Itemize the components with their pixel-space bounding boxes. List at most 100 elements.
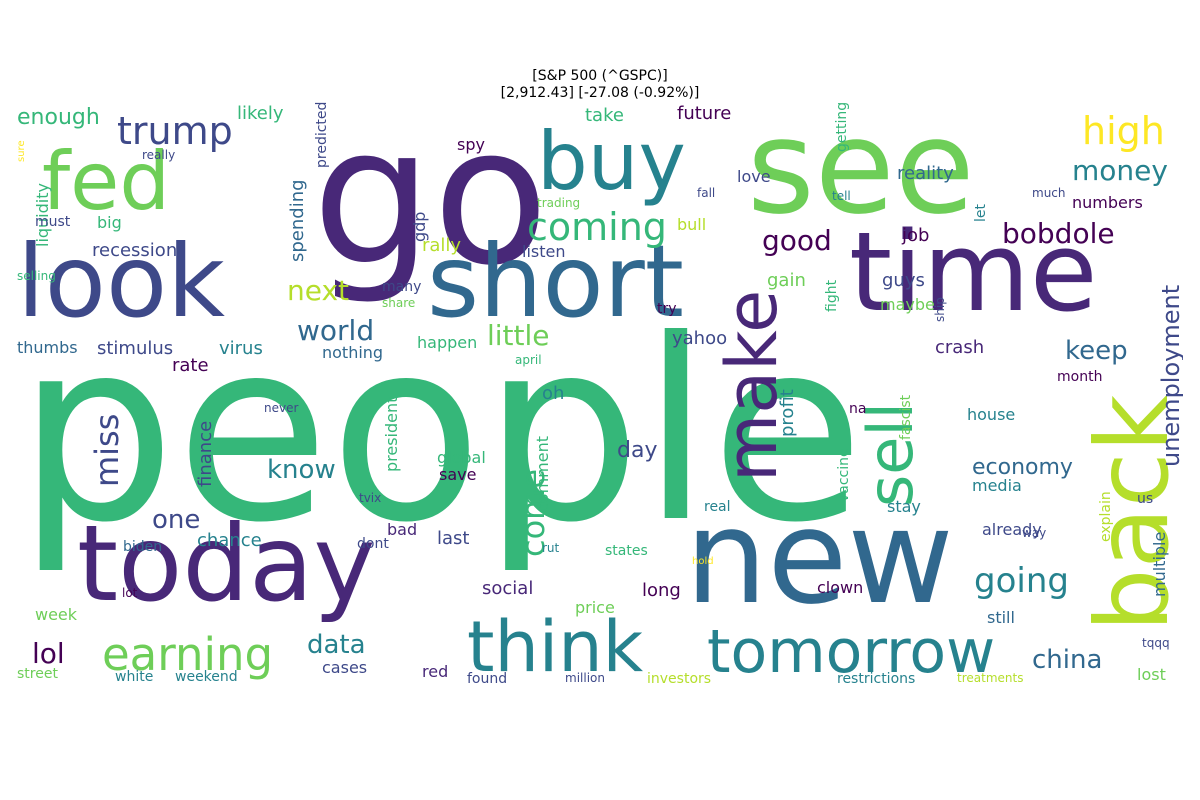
cloud-word: tomorrow: [707, 617, 996, 687]
cloud-word: earning: [102, 628, 274, 681]
cloud-word: listen: [522, 242, 566, 261]
cloud-word: stay: [887, 497, 921, 516]
cloud-word: social: [482, 578, 534, 599]
cloud-word: day: [617, 438, 658, 463]
cloud-word: little: [487, 319, 550, 352]
cloud-word: president: [382, 396, 401, 472]
cloud-word: million: [565, 671, 605, 685]
title-line-1: [S&P 500 (^GSPC)]: [532, 68, 668, 84]
cloud-word: tqqq: [1142, 636, 1170, 650]
cloud-word: go: [312, 102, 549, 307]
cloud-word: know: [267, 455, 336, 485]
cloud-word: comment: [533, 435, 552, 512]
cloud-word: trading: [537, 196, 581, 210]
cloud-word: think: [467, 606, 644, 688]
cloud-word: dont: [357, 536, 389, 552]
cloud-word: high: [1082, 109, 1165, 153]
cloud-word: virus: [219, 338, 263, 359]
cloud-word: price: [575, 598, 615, 617]
cloud-word: many: [382, 279, 422, 295]
cloud-word: unemployment: [1157, 284, 1183, 467]
cloud-word: lot: [122, 586, 138, 600]
cloud-word: chance: [197, 530, 262, 551]
cloud-word: big: [97, 213, 122, 232]
cloud-word: much: [1032, 186, 1066, 200]
cloud-word: money: [1072, 154, 1168, 187]
cloud-word: must: [35, 214, 71, 230]
cloud-word: us: [1137, 491, 1154, 507]
cloud-word: buy: [537, 115, 686, 208]
cloud-word: try: [657, 301, 677, 317]
cloud-word: one: [152, 505, 201, 535]
cloud-word: week: [35, 605, 78, 624]
cloud-word: fall: [697, 186, 716, 200]
cloud-word: recession: [92, 240, 178, 261]
cloud-word: share: [382, 296, 416, 310]
cloud-word: china: [1032, 645, 1103, 675]
cloud-word: month: [1057, 369, 1103, 385]
cloud-word: yahoo: [672, 328, 728, 349]
cloud-word: rate: [172, 355, 209, 376]
cloud-word: restrictions: [837, 671, 916, 687]
cloud-word: reality: [897, 163, 954, 184]
cloud-word: rut: [542, 541, 560, 555]
cloud-word: lol: [32, 637, 65, 670]
cloud-word: tvix: [359, 491, 382, 505]
cloud-word: take: [585, 105, 624, 126]
cloud-word: lost: [1137, 665, 1166, 684]
cloud-word: guys: [882, 270, 925, 291]
cloud-word: time: [849, 208, 1098, 336]
cloud-word: bad: [387, 520, 418, 539]
cloud-word: spy: [457, 135, 485, 154]
cloud-word: long: [642, 580, 681, 601]
cloud-word: street: [17, 666, 58, 682]
cloud-word: last: [437, 528, 470, 549]
cloud-word: rally: [422, 235, 462, 256]
chart-title: [S&P 500 (^GSPC)] [2,912.43] [-27.08 (-0…: [0, 68, 1200, 102]
cloud-word: likely: [237, 103, 284, 124]
cloud-word: oh: [542, 383, 565, 404]
cloud-word: sure: [17, 140, 27, 162]
cloud-word: economy: [972, 455, 1073, 480]
cloud-word: going: [974, 561, 1069, 601]
cloud-word: crash: [935, 337, 985, 358]
cloud-word: weekend: [175, 669, 238, 685]
cloud-word: never: [264, 401, 299, 415]
cloud-word: good: [762, 224, 832, 257]
cloud-word: selling: [17, 269, 56, 283]
cloud-word: miss: [88, 413, 126, 487]
cloud-word: april: [515, 353, 542, 367]
cloud-word: house: [967, 405, 1016, 424]
cloud-word: way: [1022, 526, 1047, 540]
cloud-word: investors: [647, 671, 712, 687]
cloud-word: cases: [322, 658, 368, 677]
cloud-word: happen: [417, 333, 478, 352]
cloud-word: finance: [195, 420, 216, 487]
cloud-word: ship: [933, 297, 947, 322]
cloud-word: gdp: [410, 211, 429, 242]
cloud-word: data: [307, 630, 366, 660]
cloud-word: bull: [677, 215, 707, 234]
cloud-word: na: [849, 401, 867, 417]
cloud-word: make: [711, 289, 793, 482]
cloud-word: found: [467, 671, 508, 687]
title-line-2: [2,912.43] [-27.08 (-0.92%)]: [500, 85, 700, 101]
cloud-word: biden: [123, 539, 163, 555]
cloud-word: maybe: [880, 295, 935, 314]
word-cloud: people go see new time today look short buy fed ba…: [17, 102, 1183, 694]
cloud-word: white: [115, 669, 154, 685]
cloud-word: real: [704, 499, 731, 515]
cloud-word: stimulus: [97, 338, 174, 359]
cloud-word: look: [17, 223, 226, 340]
cloud-word: job: [902, 225, 930, 246]
cloud-word: predicted: [314, 102, 330, 169]
cloud-word: trump: [117, 109, 233, 153]
cloud-word: treatments: [957, 671, 1024, 685]
cloud-word: fight: [824, 279, 840, 312]
cloud-word: hold: [692, 556, 714, 567]
cloud-word: see: [747, 102, 975, 243]
cloud-word: new: [685, 481, 954, 633]
cloud-word: future: [677, 103, 732, 124]
cloud-word: multiple: [1150, 531, 1169, 597]
cloud-word: really: [142, 148, 176, 162]
